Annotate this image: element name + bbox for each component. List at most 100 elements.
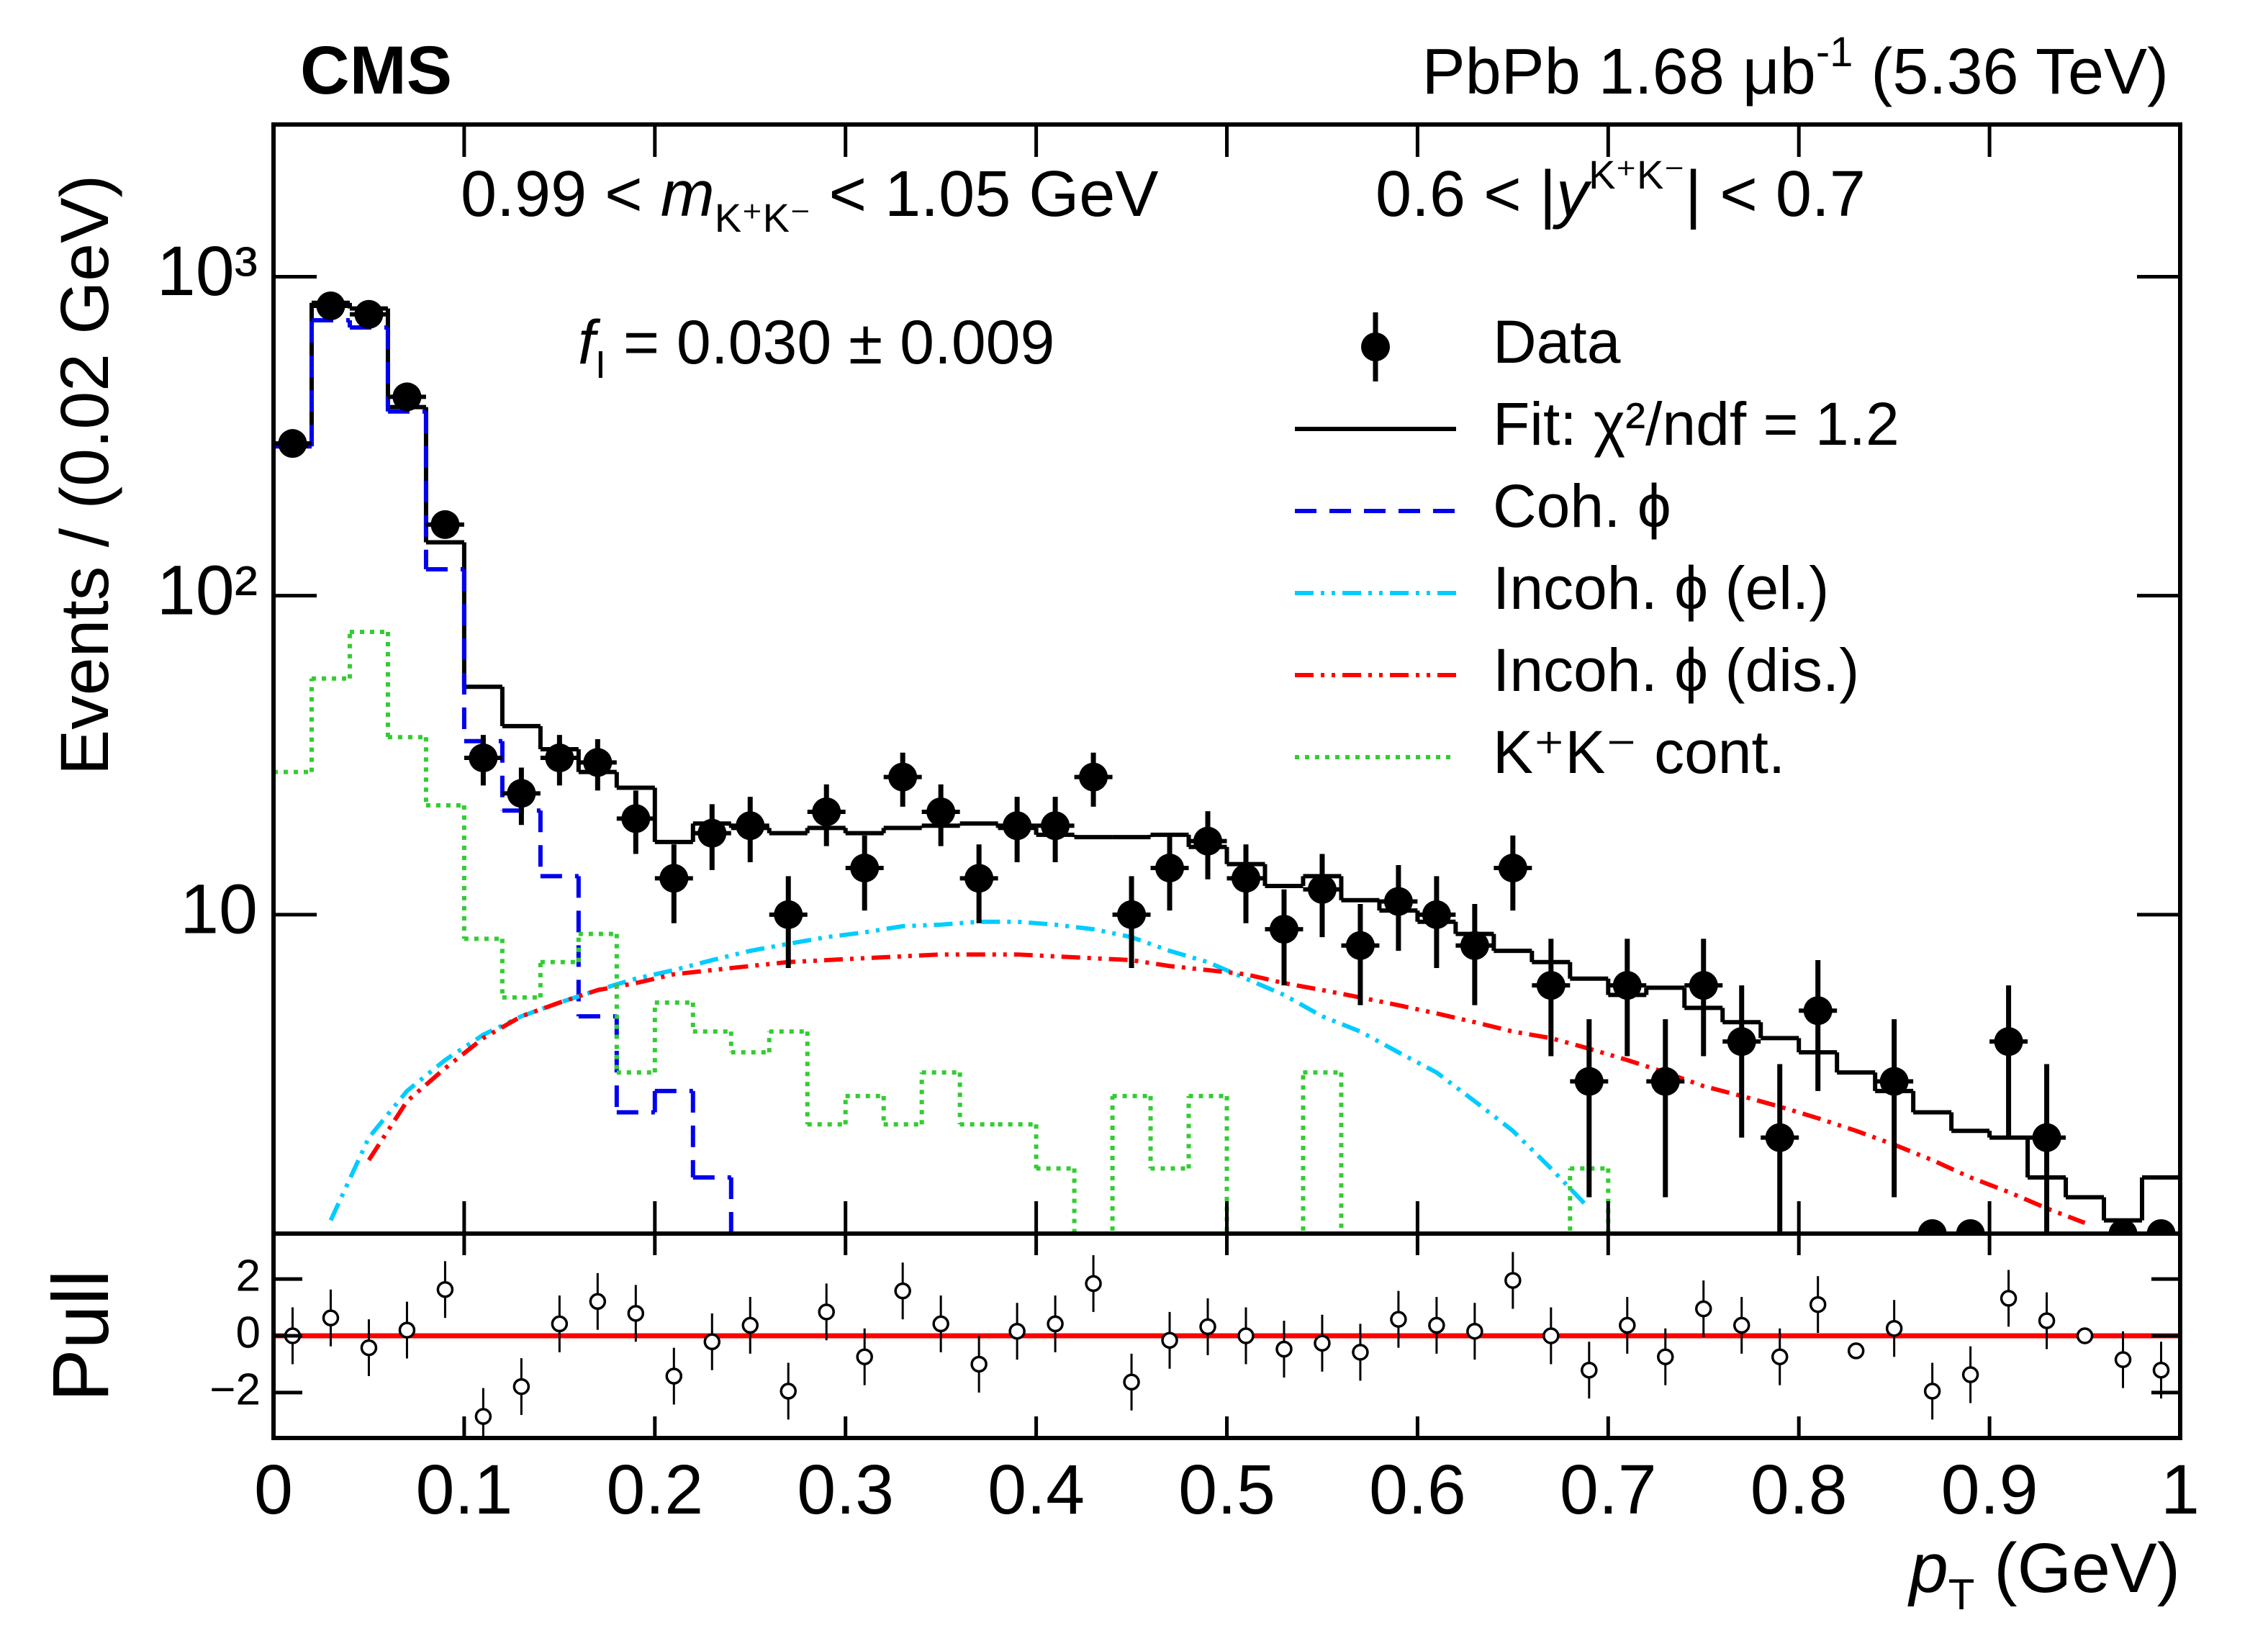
data-point <box>278 429 307 458</box>
text-part: | < 0.7 <box>1685 158 1866 230</box>
data-point <box>736 811 765 841</box>
axes: 10 10² 10³ 0 0.1 0.2 0.3 0.4 0.5 0.6 0.7 0.8 0.9 1 −2 0… <box>157 122 2200 1529</box>
pull-point <box>741 1316 759 1334</box>
data-point <box>697 818 727 848</box>
luminosity-label: PbPb 1.68 μb-1 (5.36 TeV) <box>1422 29 2169 108</box>
pull-point <box>1657 1348 1674 1365</box>
data-point <box>1612 971 1642 1000</box>
x-tick-label: 0.5 <box>1178 1450 1275 1529</box>
pull-point <box>1085 1275 1102 1293</box>
pull-point <box>512 1378 530 1396</box>
x-tick-label: 0 <box>254 1450 293 1529</box>
text-part: < 1.05 GeV <box>811 158 1159 230</box>
text-part: PbPb 1.68 μb <box>1422 36 1816 108</box>
pull-point <box>1732 1316 1750 1334</box>
data-point <box>507 779 536 808</box>
x-tick-label: 0.6 <box>1369 1450 1466 1529</box>
x-tick-label: 0.3 <box>797 1450 894 1529</box>
pull-point <box>894 1282 911 1300</box>
x-tick-label: 0.9 <box>1941 1450 2038 1529</box>
legend-label: Incoh. ϕ (dis.) <box>1493 636 1859 704</box>
pull-point <box>2076 1327 2094 1344</box>
annotation: fI = 0.030 ± 0.009 <box>578 308 1054 386</box>
text-superscript: -1 <box>1816 29 1853 76</box>
pull-point <box>1123 1373 1140 1391</box>
x-tick-label: 0.4 <box>988 1450 1085 1529</box>
data-point <box>1231 864 1260 893</box>
pull-point <box>1352 1344 1369 1361</box>
pull-point <box>1237 1327 1255 1344</box>
data-point <box>1498 854 1527 883</box>
x-tick-label: 0.7 <box>1560 1450 1657 1529</box>
legend-label: Data <box>1493 308 1621 376</box>
y-tick-label: 10² <box>157 551 258 629</box>
main-plot-area <box>274 291 2180 1234</box>
y-tick-label: 0 <box>236 1308 261 1357</box>
pull-point <box>1390 1311 1407 1328</box>
legend-label: Fit: χ²/ndf = 1.2 <box>1493 390 1899 458</box>
pull-point <box>856 1348 873 1365</box>
text-part: y <box>1552 158 1592 230</box>
data-point <box>469 743 498 773</box>
text-part: 0.99 < <box>461 158 661 230</box>
data-point <box>1460 931 1489 960</box>
text-part: (GeV) <box>1974 1529 2180 1607</box>
pull-point <box>1466 1322 1483 1340</box>
pull-point <box>1695 1300 1712 1318</box>
data-point <box>1765 1123 1794 1152</box>
data-point <box>812 797 841 827</box>
pull-point <box>627 1305 645 1322</box>
legend: Data Fit: χ²/ndf = 1.2 Coh. ϕ Incoh. ϕ (el.… <box>1295 308 1899 786</box>
data-point <box>964 864 994 893</box>
y-tick-label: 10 <box>180 869 258 948</box>
pull-point <box>1847 1342 1865 1360</box>
y-tick-label: −2 <box>209 1365 261 1414</box>
legend-label: Coh. ϕ <box>1493 472 1671 540</box>
data-point <box>1383 887 1413 916</box>
data-point <box>1041 811 1070 841</box>
data-point <box>316 291 345 321</box>
data-point <box>1155 854 1185 883</box>
x-axis-label: pT (GeV) <box>1907 1529 2180 1619</box>
text-subscript: T <box>1948 1570 1975 1619</box>
pull-point <box>1047 1315 1064 1333</box>
text-part: = 0.030 ± 0.009 <box>606 308 1054 377</box>
x-tick-label: 0.2 <box>606 1450 703 1529</box>
text-part: 0.6 < | <box>1375 158 1556 230</box>
pull-point <box>1581 1361 1598 1379</box>
text-part: (5.36 TeV) <box>1853 36 2169 108</box>
data-point <box>1269 915 1298 944</box>
pull-point <box>1961 1366 1979 1383</box>
data-point <box>1117 900 1147 929</box>
data-point <box>1689 971 1718 1000</box>
legend-label: K⁺K⁻ cont. <box>1493 718 1785 786</box>
pull-point <box>1809 1295 1827 1313</box>
pull-point <box>932 1315 949 1333</box>
data-point <box>1003 811 1032 841</box>
legend-label: Incoh. ϕ (el.) <box>1493 554 1829 622</box>
data-point <box>2146 1219 2176 1234</box>
text-superscript: K⁺K⁻ <box>1589 152 1685 197</box>
experiment-label: CMS <box>300 32 452 109</box>
pull-point <box>1923 1383 1941 1400</box>
pull-point <box>436 1280 454 1298</box>
data-point <box>850 854 880 883</box>
legend-marker <box>1361 333 1390 361</box>
pull-point <box>1314 1334 1331 1352</box>
pull-point <box>703 1333 721 1351</box>
data-point <box>1574 1067 1604 1096</box>
x-tick-label: 1 <box>2161 1450 2200 1529</box>
data-point <box>926 797 956 827</box>
data-point <box>1727 1027 1756 1057</box>
y-tick-label: 2 <box>236 1251 261 1301</box>
pull-point <box>1428 1316 1445 1334</box>
pull-point <box>1504 1272 1522 1289</box>
pull-point <box>1619 1316 1636 1334</box>
data-point <box>1345 931 1375 960</box>
pull-point <box>322 1309 340 1326</box>
data-point <box>1307 874 1337 904</box>
pull-point <box>589 1293 607 1311</box>
pull-point <box>2114 1351 2132 1368</box>
